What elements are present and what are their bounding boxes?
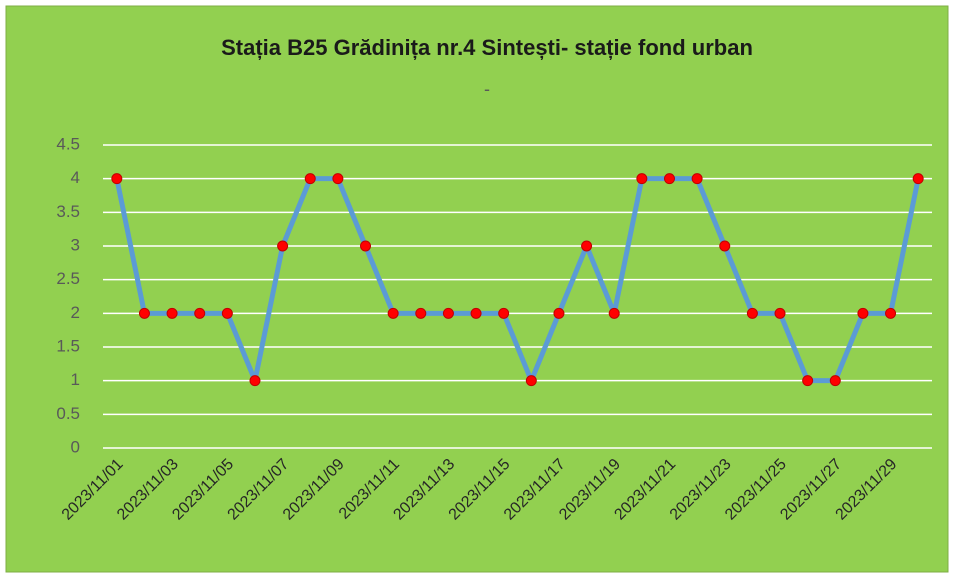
- y-tick-label: 0: [71, 437, 80, 456]
- y-tick-label: 1.5: [56, 336, 80, 355]
- data-point: [360, 240, 372, 252]
- data-point: [166, 307, 178, 319]
- data-point: [221, 307, 233, 319]
- data-point: [387, 307, 399, 319]
- data-point: [525, 375, 537, 387]
- data-point: [663, 173, 675, 185]
- chart-subtitle: -: [484, 79, 490, 99]
- chart-title: Stația B25 Grădinița nr.4 Sintești- staț…: [221, 35, 753, 60]
- data-point: [581, 240, 593, 252]
- data-point: [802, 375, 814, 387]
- y-tick-label: 0.5: [56, 404, 80, 423]
- data-point: [332, 173, 344, 185]
- data-point: [857, 307, 869, 319]
- data-point: [415, 307, 427, 319]
- data-line: [114, 176, 921, 384]
- data-point: [138, 307, 150, 319]
- y-tick-label: 4: [71, 168, 80, 187]
- y-tick-label: 2.5: [56, 269, 80, 288]
- chart-background: [5, 5, 949, 573]
- data-point: [912, 173, 924, 185]
- data-point: [553, 307, 565, 319]
- data-point: [498, 307, 510, 319]
- data-point: [249, 375, 261, 387]
- y-tick-label: 3.5: [56, 202, 80, 221]
- y-tick-label: 2: [71, 303, 80, 322]
- data-point: [829, 375, 841, 387]
- data-point: [194, 307, 206, 319]
- data-point: [774, 307, 786, 319]
- data-point: [636, 173, 648, 185]
- data-point: [277, 240, 289, 252]
- data-point: [691, 173, 703, 185]
- data-point: [719, 240, 731, 252]
- data-point: [885, 307, 897, 319]
- data-point: [304, 173, 316, 185]
- data-point: [470, 307, 482, 319]
- data-point: [746, 307, 758, 319]
- y-tick-label: 3: [71, 235, 80, 254]
- y-tick-label: 1: [71, 370, 80, 389]
- data-point: [442, 307, 454, 319]
- data-point: [111, 173, 123, 185]
- y-tick-label: 4.5: [56, 134, 80, 153]
- data-point: [608, 307, 620, 319]
